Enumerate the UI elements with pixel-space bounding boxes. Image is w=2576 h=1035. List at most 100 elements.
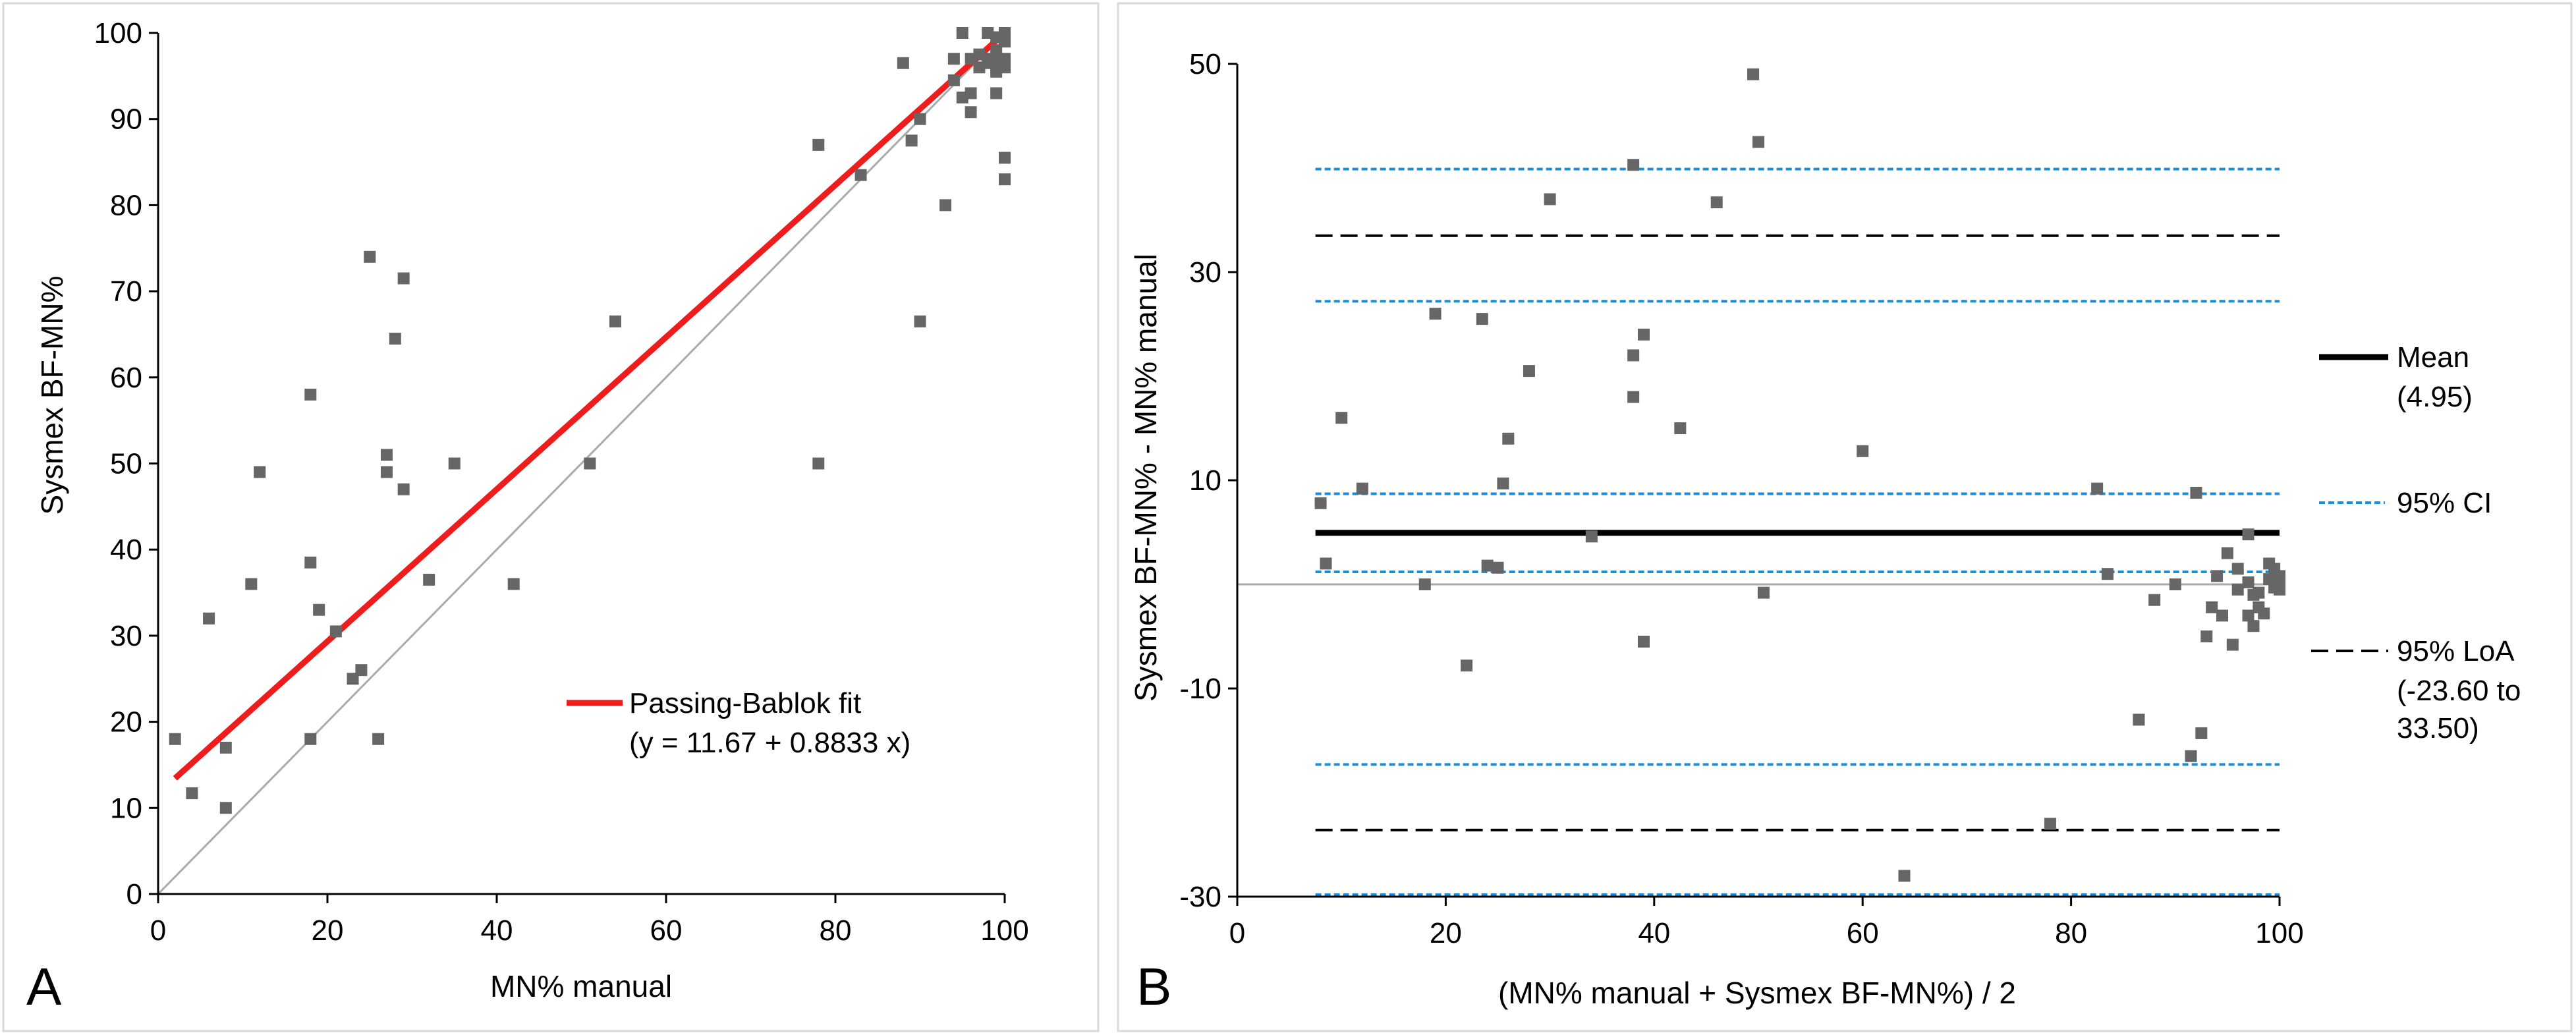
panel-b-data-point [1461, 659, 1473, 672]
panel-a-data-point [584, 457, 596, 470]
panel-b-data-point [2190, 486, 2202, 499]
panel-a-x-tick-label: 20 [312, 914, 344, 947]
panel-a-data-point [397, 272, 410, 285]
panel-a-data-point [245, 578, 258, 590]
panel-a-data-point [999, 61, 1011, 74]
panel-b-data-point [1320, 557, 1332, 570]
panel-b-data-point [2242, 576, 2254, 588]
panel-a-data-point [999, 173, 1011, 186]
panel-b-x-tick-label: 60 [1847, 917, 1879, 949]
passing-bablok-fit-line [173, 30, 1007, 781]
panel-a-x-tick-label: 0 [150, 914, 166, 947]
panel-a-x-tick-label: 40 [481, 914, 513, 947]
panel-b-xlabel: (MN% manual + Sysmex BF-MN%) / 2 [1498, 976, 2016, 1010]
panel-b-data-point [2231, 563, 2244, 575]
panel-a-y-tick-label: 10 [110, 792, 142, 824]
panel-a-data-point [355, 664, 368, 677]
panel-b-data-point [2226, 638, 2239, 651]
panel-b-y-tick-label: 10 [1189, 464, 1221, 497]
panel-b-x-tick-label: 40 [1638, 917, 1670, 949]
panel-b-x-tick-label: 20 [1430, 917, 1462, 949]
panel-b-ylabel: Sysmex BF-MN% - MN% manual [1129, 254, 1163, 702]
panel-a-y-tick-label: 90 [110, 103, 142, 136]
panel-a-data-point [965, 106, 977, 119]
panel-b-data-point [1481, 559, 1494, 572]
panel-a-xlabel: MN% manual [490, 969, 672, 1003]
panel-b-data-point [1418, 578, 1431, 590]
panel-a-y-tick-label: 60 [110, 362, 142, 394]
panel-b-data-point [2231, 583, 2244, 596]
panel-b-data-point [1674, 422, 1687, 434]
legend-loa-range-end: 33.50) [2397, 712, 2479, 744]
panel-a-y-tick-label: 30 [110, 620, 142, 652]
panel-b-data-point [2148, 594, 2161, 606]
panel-b-data-point [1627, 391, 1640, 403]
panel-a-data-point [304, 733, 317, 745]
panel-b-data-point [2195, 727, 2208, 739]
panel-b-frame [1117, 2, 2573, 1032]
panel-b-data-point [1637, 635, 1650, 648]
panel-b-data-point [2274, 583, 2285, 596]
panel-a-data-point [186, 787, 198, 800]
panel-a-data-point [947, 74, 960, 86]
panel-b-data-point [2211, 570, 2224, 582]
panel-b-data-point [2242, 528, 2254, 541]
panel-b-y-tick-label: 30 [1189, 256, 1221, 289]
panel-a-data-point [812, 138, 825, 151]
panel-a-legend: Passing-Bablok fit (y = 11.67 + 0.8833 x… [567, 687, 910, 759]
panel-b-data-point [2133, 713, 2145, 726]
panel-b-data-point [2247, 620, 2260, 632]
panel-b-data-point [1757, 586, 1770, 599]
panel-b-data-point [1637, 328, 1650, 341]
panel-a-data-point [304, 388, 317, 401]
panel-a-data-point [897, 57, 909, 69]
panel-b-data-point [2274, 570, 2285, 582]
panel-a-data-point [254, 466, 266, 478]
panel-b-legend: Mean (4.95) 95% CI 95% LoA (-23.60 to 33… [2311, 341, 2521, 744]
panel-a-y-tick-label: 50 [110, 448, 142, 480]
panel-a-data-point [219, 802, 232, 814]
panel-a-data-point [203, 612, 215, 625]
panel-a-x-tick-label: 100 [980, 914, 1028, 947]
panel-a-data-point [905, 134, 918, 147]
panel-b-x-tick-label: 100 [2255, 917, 2303, 949]
panel-b-data-point [1476, 313, 1488, 325]
panel-a-data-point [329, 625, 342, 638]
panel-a-data-point [999, 152, 1011, 164]
panel-a-y-tick-label: 100 [94, 17, 142, 49]
panel-a-data-point [313, 603, 325, 616]
panel-b-data-point [2221, 547, 2233, 559]
panel-a-y-tick-label: 20 [110, 706, 142, 739]
panel-b-x-tick-label: 0 [1229, 917, 1245, 949]
panel-a-x-tick-label: 80 [820, 914, 852, 947]
panel-a-data-point [990, 87, 1003, 99]
panel-b-data-point [2200, 630, 2213, 642]
panel-a-data-point [304, 556, 317, 569]
panel-b-data-point [1523, 365, 1535, 378]
panel-a-data-point [507, 578, 520, 590]
panel-a-data-point [854, 169, 867, 181]
panel-a-y-tick-label: 80 [110, 189, 142, 221]
panel-a: 0 10 20 30 40 50 60 70 80 90 100 0 20 40 60 80 100 Sysme… [2, 2, 1100, 1032]
legend-ci-label: 95% CI [2397, 487, 2492, 519]
panel-b-data-point [2206, 601, 2218, 613]
panel-a-data-point [812, 457, 825, 470]
panel-b-data-point [2091, 482, 2104, 495]
panel-a-data-point [169, 733, 181, 745]
panel-b-y-tick-label: 50 [1189, 48, 1221, 80]
legend-mean-label: Mean [2397, 341, 2469, 374]
panel-a-data-point [609, 315, 621, 327]
legend-loa-label: 95% LoA [2397, 635, 2515, 667]
panel-b-data-point [2044, 818, 2056, 830]
panel-a-data-point [397, 483, 410, 495]
legend-mean-value: (4.95) [2397, 381, 2473, 413]
panel-b-data-point [1857, 445, 1869, 457]
panel-a-data-point [999, 36, 1011, 48]
panel-b-data-point [1492, 561, 1504, 574]
panel-a-data-point [914, 113, 926, 125]
panel-b-y-tick-label: -30 [1179, 881, 1221, 913]
panel-a-legend-fit-label: Passing-Bablok fit [629, 687, 861, 719]
panel-b-data-point [1898, 870, 1911, 882]
panel-b-data-point [2258, 607, 2270, 620]
